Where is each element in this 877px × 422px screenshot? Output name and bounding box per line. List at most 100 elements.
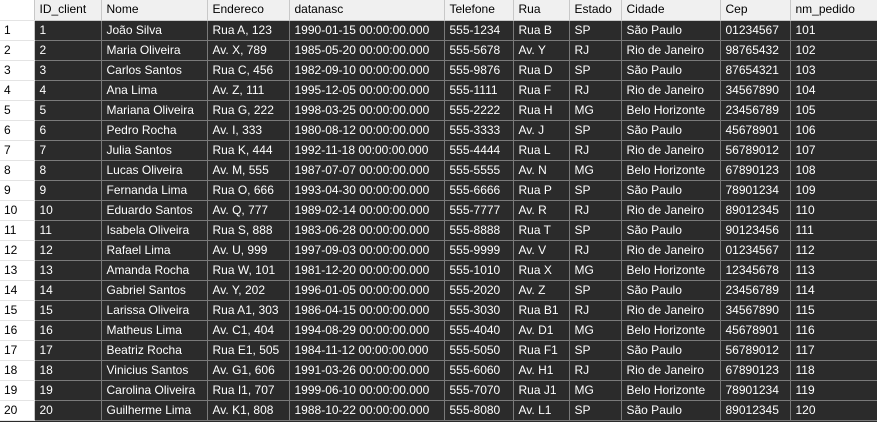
cell-endereco[interactable]: Rua A1, 303 [207, 300, 290, 321]
cell-telefone[interactable]: 555-8080 [444, 400, 514, 421]
cell-telefone[interactable]: 555-6666 [444, 180, 514, 201]
cell-cep[interactable]: 90123456 [720, 220, 791, 241]
cell-cidade[interactable]: Belo Horizonte [621, 260, 721, 281]
row-selector-corner[interactable] [0, 0, 35, 21]
cell-cidade[interactable]: São Paulo [621, 340, 721, 361]
cell-telefone[interactable]: 555-1111 [444, 80, 514, 101]
cell-cep[interactable]: 87654321 [720, 60, 791, 81]
cell-rua[interactable]: Rua T [513, 220, 570, 241]
cell-nome[interactable]: Matheus Lima [101, 320, 208, 341]
column-header-estado[interactable]: Estado [569, 0, 622, 21]
cell-telefone[interactable]: 555-1234 [444, 20, 514, 41]
cell-datanasc[interactable]: 1990-01-15 00:00:00.000 [289, 20, 445, 41]
cell-nm-pedido[interactable]: 120 [790, 400, 877, 421]
row-number[interactable]: 3 [0, 60, 35, 81]
cell-endereco[interactable]: Rua S, 888 [207, 220, 290, 241]
cell-nm-pedido[interactable]: 117 [790, 340, 877, 361]
table-row[interactable]: 20 20 Guilherme Lima Av. K1, 808 1988-10-22 … [0, 400, 877, 421]
cell-rua[interactable]: Av. H1 [513, 360, 570, 381]
cell-estado[interactable]: SP [569, 280, 622, 301]
cell-datanasc[interactable]: 1998-03-25 00:00:00.000 [289, 100, 445, 121]
table-row[interactable]: 9 9 Fernanda Lima Rua O, 666 1993-04-30 00:0… [0, 180, 877, 201]
cell-endereco[interactable]: Rua A, 123 [207, 20, 290, 41]
cell-nm-pedido[interactable]: 102 [790, 40, 877, 61]
column-header-cidade[interactable]: Cidade [621, 0, 721, 21]
cell-id-client[interactable]: 12 [34, 240, 102, 261]
row-number[interactable]: 20 [0, 400, 35, 421]
cell-nome[interactable]: Ana Lima [101, 80, 208, 101]
cell-nome[interactable]: Beatriz Rocha [101, 340, 208, 361]
cell-nome[interactable]: Mariana Oliveira [101, 100, 208, 121]
cell-nome[interactable]: Rafael Lima [101, 240, 208, 261]
cell-endereco[interactable]: Rua W, 101 [207, 260, 290, 281]
cell-id-client[interactable]: 6 [34, 120, 102, 141]
cell-estado[interactable]: MG [569, 320, 622, 341]
cell-estado[interactable]: RJ [569, 140, 622, 161]
table-row[interactable]: 16 16 Matheus Lima Av. C1, 404 1994-08-29 00… [0, 320, 877, 341]
cell-id-client[interactable]: 11 [34, 220, 102, 241]
row-number[interactable]: 16 [0, 320, 35, 341]
table-row[interactable]: 14 14 Gabriel Santos Av. Y, 202 1996-01-05 0… [0, 280, 877, 301]
cell-id-client[interactable]: 20 [34, 400, 102, 421]
column-header-telefone[interactable]: Telefone [444, 0, 514, 21]
cell-nm-pedido[interactable]: 107 [790, 140, 877, 161]
cell-datanasc[interactable]: 1996-01-05 00:00:00.000 [289, 280, 445, 301]
cell-endereco[interactable]: Rua K, 444 [207, 140, 290, 161]
cell-estado[interactable]: RJ [569, 240, 622, 261]
cell-cidade[interactable]: São Paulo [621, 400, 721, 421]
table-row[interactable]: 11 11 Isabela Oliveira Rua S, 888 1983-06-28… [0, 220, 877, 241]
cell-id-client[interactable]: 4 [34, 80, 102, 101]
cell-telefone[interactable]: 555-4444 [444, 140, 514, 161]
row-number[interactable]: 10 [0, 200, 35, 221]
cell-rua[interactable]: Av. V [513, 240, 570, 261]
cell-telefone[interactable]: 555-3030 [444, 300, 514, 321]
cell-rua[interactable]: Rua J1 [513, 380, 570, 401]
cell-endereco[interactable]: Av. M, 555 [207, 160, 290, 181]
cell-id-client[interactable]: 9 [34, 180, 102, 201]
table-row[interactable]: 15 15 Larissa Oliveira Rua A1, 303 1986-04-1… [0, 300, 877, 321]
cell-cep[interactable]: 56789012 [720, 140, 791, 161]
cell-id-client[interactable]: 15 [34, 300, 102, 321]
cell-nome[interactable]: Isabela Oliveira [101, 220, 208, 241]
table-row[interactable]: 7 7 Julia Santos Rua K, 444 1992-11-18 00:00… [0, 140, 877, 161]
table-row[interactable]: 8 8 Lucas Oliveira Av. M, 555 1987-07-07 00:… [0, 160, 877, 181]
table-row[interactable]: 12 12 Rafael Lima Av. U, 999 1997-09-03 00:0… [0, 240, 877, 261]
cell-rua[interactable]: Rua F1 [513, 340, 570, 361]
cell-cep[interactable]: 12345678 [720, 260, 791, 281]
table-row[interactable]: 5 5 Mariana Oliveira Rua G, 222 1998-03-25 0… [0, 100, 877, 121]
cell-telefone[interactable]: 555-7070 [444, 380, 514, 401]
cell-cidade[interactable]: Rio de Janeiro [621, 40, 721, 61]
cell-cep[interactable]: 23456789 [720, 280, 791, 301]
cell-cep[interactable]: 67890123 [720, 160, 791, 181]
cell-nome[interactable]: Vinicius Santos [101, 360, 208, 381]
cell-cidade[interactable]: Rio de Janeiro [621, 200, 721, 221]
cell-nm-pedido[interactable]: 111 [790, 220, 877, 241]
table-row[interactable]: 10 10 Eduardo Santos Av. Q, 777 1989-02-14 0… [0, 200, 877, 221]
row-number[interactable]: 9 [0, 180, 35, 201]
cell-rua[interactable]: Rua X [513, 260, 570, 281]
cell-rua[interactable]: Av. Z [513, 280, 570, 301]
cell-cidade[interactable]: São Paulo [621, 180, 721, 201]
cell-nm-pedido[interactable]: 103 [790, 60, 877, 81]
cell-cidade[interactable]: Belo Horizonte [621, 380, 721, 401]
cell-nm-pedido[interactable]: 114 [790, 280, 877, 301]
cell-nm-pedido[interactable]: 109 [790, 180, 877, 201]
cell-endereco[interactable]: Rua O, 666 [207, 180, 290, 201]
cell-rua[interactable]: Rua P [513, 180, 570, 201]
cell-datanasc[interactable]: 1995-12-05 00:00:00.000 [289, 80, 445, 101]
cell-datanasc[interactable]: 1980-08-12 00:00:00.000 [289, 120, 445, 141]
cell-nome[interactable]: Maria Oliveira [101, 40, 208, 61]
cell-estado[interactable]: RJ [569, 200, 622, 221]
column-header-nome[interactable]: Nome [101, 0, 208, 21]
cell-cep[interactable]: 89012345 [720, 400, 791, 421]
cell-cep[interactable]: 98765432 [720, 40, 791, 61]
cell-cep[interactable]: 34567890 [720, 300, 791, 321]
row-number[interactable]: 8 [0, 160, 35, 181]
cell-telefone[interactable]: 555-4040 [444, 320, 514, 341]
cell-endereco[interactable]: Av. U, 999 [207, 240, 290, 261]
cell-telefone[interactable]: 555-2222 [444, 100, 514, 121]
cell-endereco[interactable]: Rua G, 222 [207, 100, 290, 121]
cell-endereco[interactable]: Rua C, 456 [207, 60, 290, 81]
cell-nome[interactable]: Eduardo Santos [101, 200, 208, 221]
